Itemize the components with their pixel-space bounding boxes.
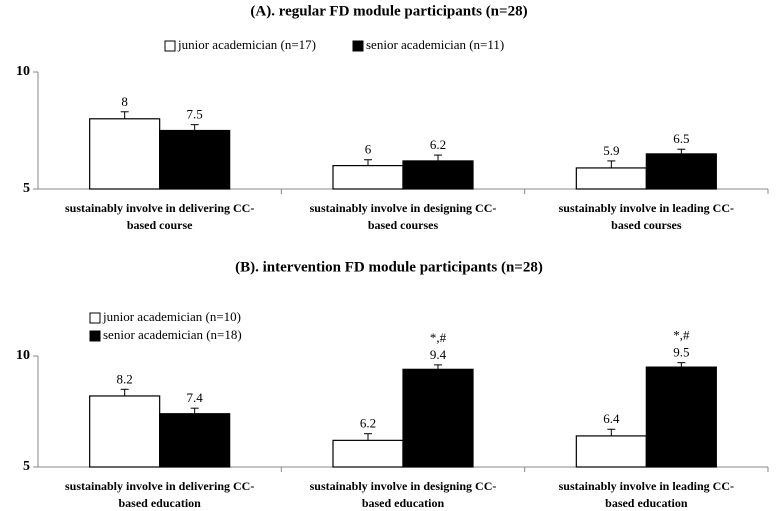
legend-label: senior academician (n=18) — [103, 327, 242, 342]
bar — [575, 167, 647, 190]
chart-title: (A). regular FD module participants (n=2… — [250, 3, 527, 19]
annotation: *,# — [430, 330, 447, 345]
legend-swatch — [352, 40, 364, 52]
value-label: 6.2 — [430, 137, 446, 152]
x-tick-label: based education — [362, 496, 445, 510]
x-tick-label: based education — [605, 496, 688, 510]
x-tick-label: based course — [127, 218, 193, 232]
bar — [89, 395, 161, 468]
value-label: 8.2 — [117, 371, 133, 386]
value-label: 9.5 — [673, 345, 689, 360]
y-tick-label: 5 — [23, 459, 30, 474]
legend-label: junior academician (n=10) — [102, 309, 241, 324]
legend-label: senior academician (n=11) — [366, 37, 504, 52]
x-tick-label: sustainably involve in delivering CC- — [65, 201, 254, 215]
value-label: 9.4 — [430, 347, 447, 362]
y-tick-label: 10 — [16, 64, 30, 79]
x-tick-label: based courses — [368, 218, 439, 232]
value-label: 8 — [121, 94, 128, 109]
bar — [159, 129, 231, 190]
y-tick-label: 10 — [16, 348, 30, 363]
value-label: 6.5 — [673, 131, 689, 146]
y-tick-label: 5 — [23, 181, 30, 196]
value-label: 7.5 — [187, 107, 203, 122]
bar — [402, 368, 474, 468]
x-tick-label: based courses — [611, 218, 682, 232]
x-tick-label: sustainably involve in designing CC- — [310, 201, 497, 215]
x-tick-label: sustainably involve in designing CC- — [310, 479, 497, 493]
x-tick-label: based education — [118, 496, 201, 510]
legend-swatch — [164, 40, 176, 52]
bar — [575, 435, 647, 468]
x-tick-label: sustainably involve in delivering CC- — [65, 479, 254, 493]
value-label: 5.9 — [603, 143, 619, 158]
legend-swatch — [89, 312, 101, 324]
bar — [645, 366, 717, 468]
legend-label: junior academician (n=17) — [177, 37, 316, 52]
value-label: 6.2 — [360, 416, 376, 431]
bar — [332, 439, 404, 468]
value-label: 6 — [365, 142, 372, 157]
bar — [402, 160, 474, 190]
value-label: 6.4 — [603, 411, 620, 426]
legend-swatch — [89, 330, 101, 342]
annotation: *,# — [673, 328, 690, 343]
bar — [332, 165, 404, 190]
x-tick-label: sustainably involve in leading CC- — [559, 479, 734, 493]
value-label: 7.4 — [187, 390, 204, 405]
chart-title: (B). intervention FD module participants… — [235, 259, 543, 275]
x-tick-label: sustainably involve in leading CC- — [559, 201, 734, 215]
bar — [89, 118, 161, 190]
bar — [645, 153, 717, 190]
bar — [159, 413, 231, 468]
